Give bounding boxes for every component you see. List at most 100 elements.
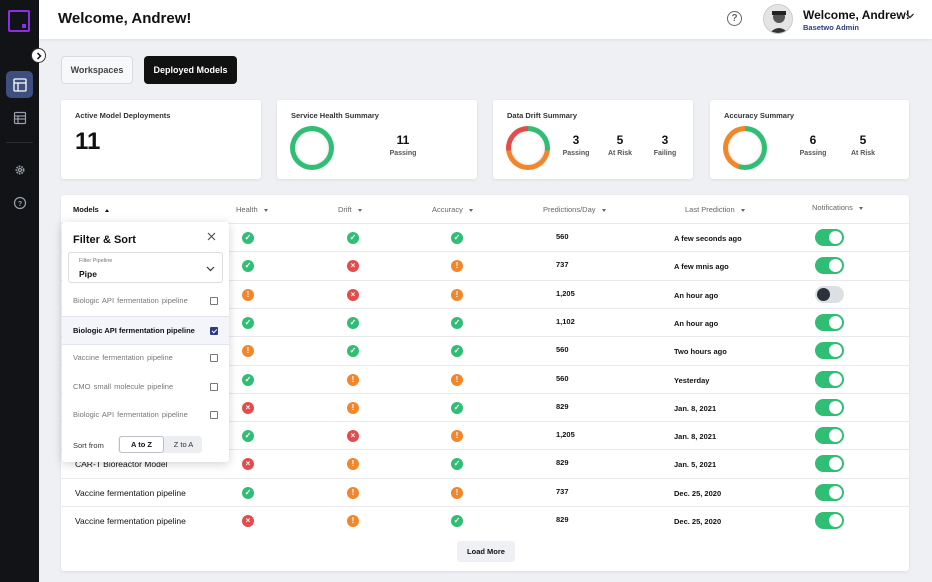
sidebar-item-settings[interactable] xyxy=(6,156,33,183)
table-row[interactable]: ✓ ✓ ✓ 560 A few seconds ago xyxy=(61,223,909,251)
checkbox[interactable] xyxy=(210,297,218,305)
sidebar-item-dashboard[interactable] xyxy=(6,71,33,98)
drift-status-icon: ✓ xyxy=(347,316,359,329)
notification-toggle[interactable] xyxy=(815,398,844,416)
last-prediction: A few seconds ago xyxy=(674,234,742,243)
notification-toggle[interactable] xyxy=(815,483,844,501)
sidebar-collapse-button[interactable] xyxy=(31,48,46,63)
card-title: Data Drift Summary xyxy=(507,111,578,120)
sort-z-to-a-button[interactable]: Z to A xyxy=(173,440,194,449)
last-prediction: Dec. 25, 2020 xyxy=(674,488,722,498)
gear-icon xyxy=(15,165,24,174)
column-header-health[interactable]: Health xyxy=(236,205,268,214)
dashboard-icon xyxy=(12,77,27,92)
predictions-per-day: 737 xyxy=(556,486,569,496)
table-row[interactable]: ✓ ✓ ✓ 1,102 An hour ago xyxy=(61,307,909,336)
health-status-icon: × xyxy=(242,401,254,414)
column-header-drift[interactable]: Drift xyxy=(338,205,362,214)
stat-label: Passing xyxy=(562,150,590,157)
table-row[interactable]: Vaccine fermentation pipeline ×! ✓ 829 Dec. … xyxy=(61,506,909,534)
avatar[interactable] xyxy=(763,4,793,34)
tab-deployed-models[interactable]: Deployed Models xyxy=(144,56,237,84)
health-status-icon: ✓ xyxy=(242,316,254,329)
help-icon[interactable]: ? xyxy=(727,11,742,26)
column-header-models[interactable]: Models xyxy=(73,205,109,214)
model-name: Vaccine fermentation pipeline xyxy=(75,516,186,526)
table-row[interactable]: ✓!! 560 Yesterday xyxy=(61,364,909,393)
accuracy-status-icon: ✓ xyxy=(451,401,463,414)
sidebar: ? xyxy=(0,0,39,582)
tab-workspaces[interactable]: Workspaces xyxy=(61,56,133,84)
filter-option-label: Vaccine fermentation pipeline xyxy=(73,353,173,362)
table-row[interactable]: ! ×! 1,205 An hour ago xyxy=(61,279,909,308)
table-row[interactable]: ! ✓ ✓ 560 Two hours ago xyxy=(61,336,909,364)
table-row[interactable]: ×! ✓ 829 Jan. 8, 2021 xyxy=(61,392,909,421)
chevron-down-icon[interactable] xyxy=(905,11,915,21)
notification-toggle[interactable] xyxy=(815,427,844,445)
filter-option[interactable]: Biologic API fermentation pipeline xyxy=(62,401,229,430)
column-header-last-prediction[interactable]: Last Prediction xyxy=(685,205,745,214)
accuracy-status-icon: ! xyxy=(451,260,463,273)
svg-text:?: ? xyxy=(17,200,21,207)
predictions-per-day: 1,205 xyxy=(556,430,575,440)
predictions-per-day: 829 xyxy=(556,458,569,468)
checkbox[interactable] xyxy=(210,382,218,391)
health-status-icon: ✓ xyxy=(242,260,254,273)
notification-toggle[interactable] xyxy=(815,285,844,303)
filter-pipeline-label: Filter Pipeline xyxy=(79,258,113,264)
stat-at-risk: 5 At Risk xyxy=(840,133,886,157)
filter-option-label: Biologic API fermentation pipeline xyxy=(73,325,195,335)
notification-toggle[interactable] xyxy=(815,342,844,360)
stat-passing: 11 Passing xyxy=(380,133,426,157)
notification-toggle[interactable] xyxy=(815,229,844,246)
popup-title: Filter & Sort xyxy=(73,234,136,246)
filter-option[interactable]: Biologic API fermentation pipeline xyxy=(62,287,229,316)
stat-value: 5 xyxy=(616,133,624,147)
filter-sort-popup: Filter & Sort Filter Pipeline Pipe Biolo… xyxy=(62,222,229,462)
predictions-per-day: 829 xyxy=(556,515,569,524)
table-row[interactable]: ✓ ×! 737 A few mnis ago xyxy=(61,251,909,279)
last-prediction: Jan. 5, 2021 xyxy=(674,460,717,470)
user-name[interactable]: Welcome, Andrew! xyxy=(803,8,910,22)
sidebar-item-table[interactable] xyxy=(6,104,33,131)
health-status-icon: ✓ xyxy=(242,486,254,499)
health-status-icon: × xyxy=(242,515,254,527)
column-header-predictions[interactable]: Predictions/Day xyxy=(543,205,606,214)
column-header-notifications[interactable]: Notifications xyxy=(812,203,863,212)
checkbox[interactable] xyxy=(210,326,218,335)
health-status-icon: ! xyxy=(242,288,254,301)
chevron-down-icon[interactable] xyxy=(206,264,215,273)
drift-status-icon: × xyxy=(347,288,359,301)
notification-toggle[interactable] xyxy=(815,370,844,388)
health-status-icon: ✓ xyxy=(242,232,254,244)
table-icon xyxy=(13,111,26,124)
filter-option[interactable]: CMO small molecule pipeline xyxy=(62,373,229,402)
notification-toggle[interactable] xyxy=(815,257,844,275)
logo-icon[interactable] xyxy=(8,10,30,32)
table-row[interactable]: Vaccine fermentation pipeline ✓!! 737 Dec. … xyxy=(61,477,909,506)
checkbox[interactable] xyxy=(210,354,218,362)
load-more-button[interactable]: Load More xyxy=(457,541,515,562)
notification-toggle[interactable] xyxy=(815,512,844,529)
table-row[interactable]: ✓ ×! 1,205 Jan. 8, 2021 xyxy=(61,421,909,449)
filter-option[interactable]: Vaccine fermentation pipeline xyxy=(62,344,229,373)
stat-label: At Risk xyxy=(607,150,633,157)
sort-down-icon xyxy=(858,206,863,210)
stat-label: Failing xyxy=(653,150,677,157)
column-header-accuracy[interactable]: Accuracy xyxy=(432,205,473,214)
active-deployments-card: Active Model Deployments 11 xyxy=(61,100,261,179)
checkbox[interactable] xyxy=(210,411,218,419)
filter-option[interactable]: Biologic API fermentation pipeline xyxy=(62,315,229,345)
filter-pipeline-input[interactable]: Filter Pipeline Pipe xyxy=(68,252,223,283)
predictions-per-day: 560 xyxy=(556,232,569,241)
table-row[interactable]: CAR-T Bioreactor Model ×! ✓ 829 Jan. 5, 2021 xyxy=(61,449,909,477)
accuracy-status-icon: ! xyxy=(451,486,463,499)
drift-status-icon: ! xyxy=(347,458,359,471)
sidebar-item-help[interactable]: ? xyxy=(6,189,33,216)
close-icon[interactable] xyxy=(207,232,216,241)
header-label: Models xyxy=(73,205,99,214)
accuracy-status-icon: ✓ xyxy=(451,345,463,358)
sort-a-to-z-button[interactable]: A to Z xyxy=(119,436,164,453)
notification-toggle[interactable] xyxy=(815,313,844,331)
notification-toggle[interactable] xyxy=(815,455,844,473)
